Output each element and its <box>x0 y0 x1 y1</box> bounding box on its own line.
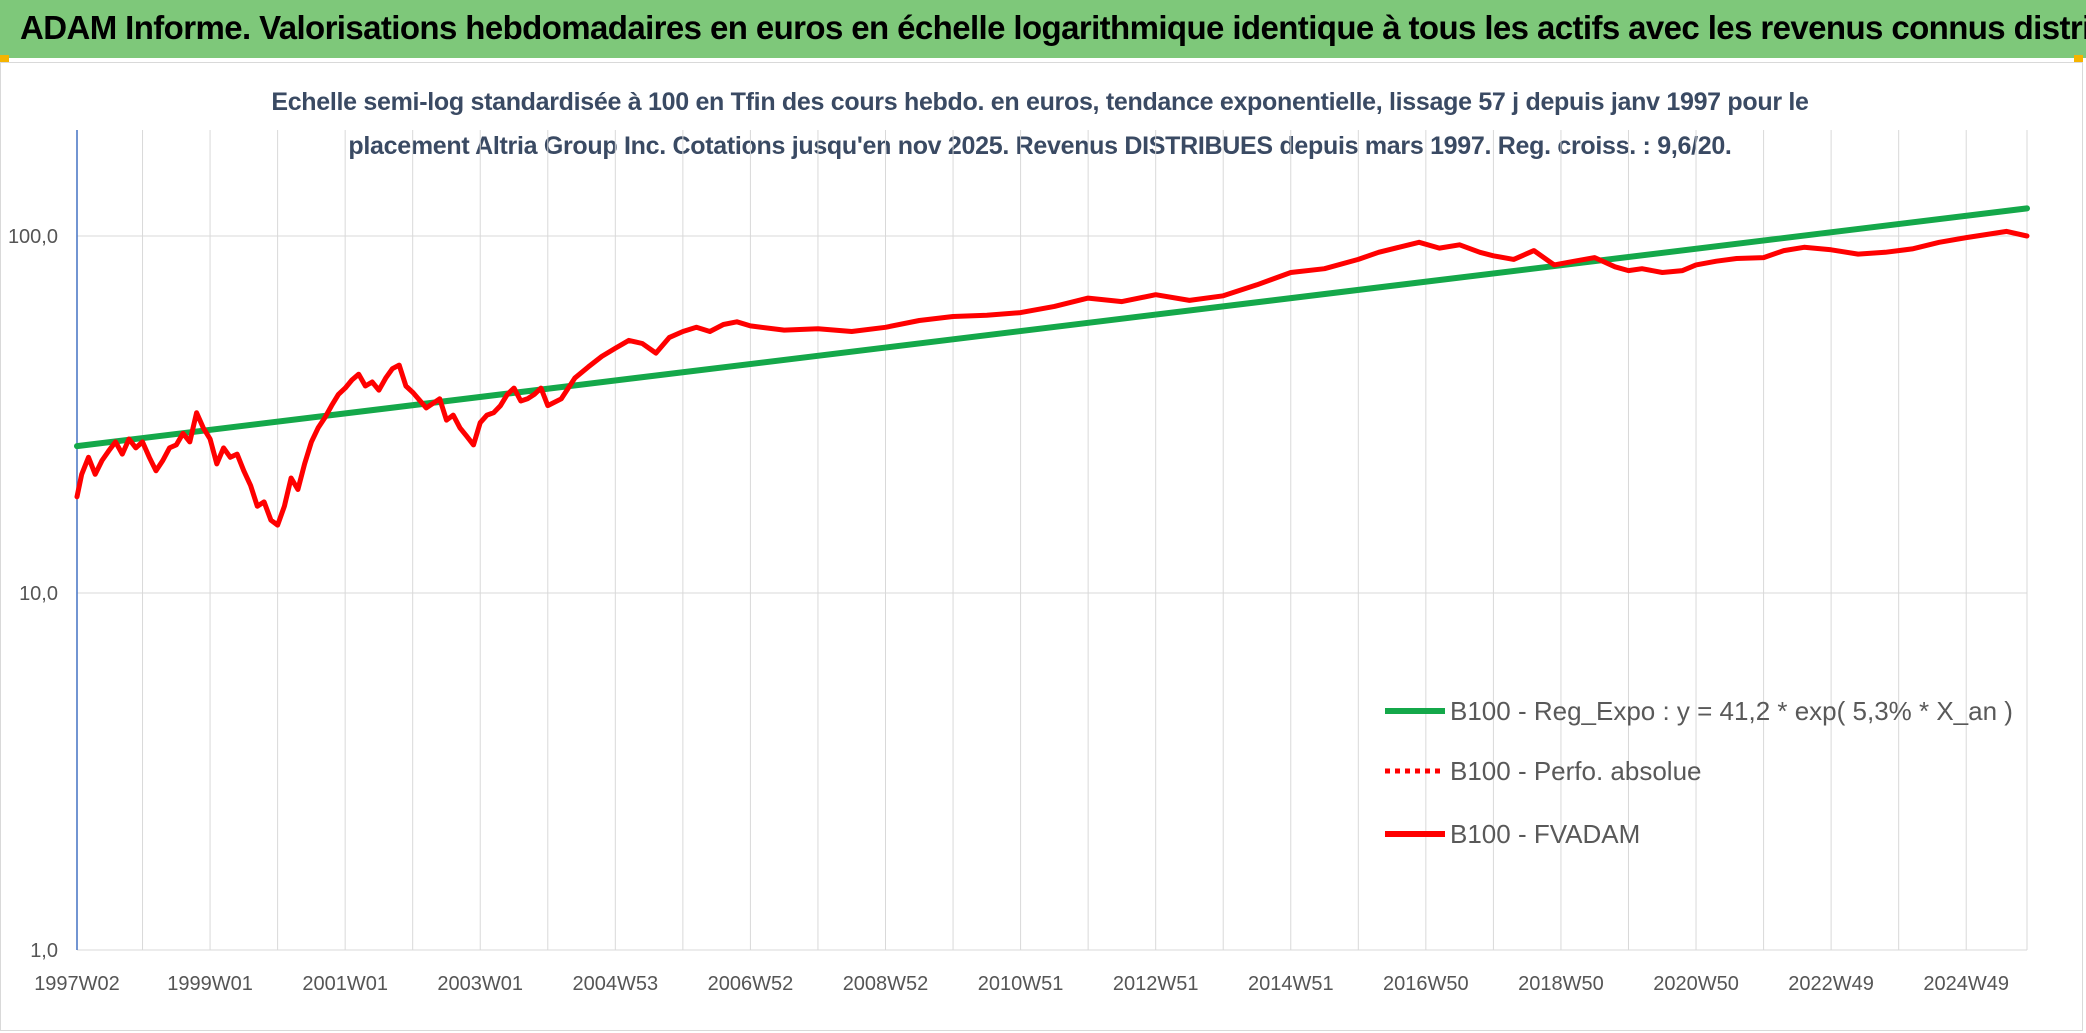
chart-frame <box>0 62 2083 1031</box>
y-axis: 100,0 10,0 1,0 <box>8 130 78 962</box>
series-line-2 <box>74 228 2030 528</box>
x-tick-label: 2022W49 <box>1788 973 1874 995</box>
x-tick-label: 2020W50 <box>1653 973 1739 995</box>
grid-lines <box>77 130 2028 951</box>
series-line-0 <box>74 205 2030 450</box>
x-tick-label: 2010W51 <box>978 973 1064 995</box>
chart-title-line-2: placement Altria Group Inc. Cotations ju… <box>348 132 1732 160</box>
y-tick-label: 10,0 <box>19 583 58 605</box>
x-tick-label: 2012W51 <box>1113 973 1199 995</box>
x-tick-label: 2014W51 <box>1248 973 1334 995</box>
x-tick-label: 2008W52 <box>843 973 929 995</box>
y-tick-label: 100,0 <box>8 226 58 248</box>
page-title: ADAM Informe. Valorisations hebdomadaire… <box>20 9 2086 46</box>
legend-label-1: B100 - Perfo. absolue <box>1450 756 1702 786</box>
x-tick-label: 1999W01 <box>167 973 253 995</box>
legend-label-2: B100 - FVADAM <box>1450 819 1640 849</box>
x-tick-label: 2016W50 <box>1383 973 1469 995</box>
header-band <box>0 0 2086 58</box>
x-tick-label: 2006W52 <box>708 973 794 995</box>
x-tick-label: 1997W02 <box>34 973 120 995</box>
corner-marker-left <box>0 55 9 67</box>
series-layer <box>74 205 2030 528</box>
x-tick-label: 2024W49 <box>1923 973 2009 995</box>
corner-marker-right <box>2074 55 2083 67</box>
legend: B100 - Reg_Expo : y = 41,2 * exp( 5,3% *… <box>1385 696 2013 849</box>
y-tick-label: 1,0 <box>30 940 58 962</box>
x-tick-label: 2004W53 <box>573 973 659 995</box>
chart-title-line-1: Echelle semi-log standardisée à 100 en T… <box>271 88 1809 116</box>
x-tick-label: 2018W50 <box>1518 973 1604 995</box>
legend-label-0: B100 - Reg_Expo : y = 41,2 * exp( 5,3% *… <box>1450 696 2013 726</box>
x-axis: 1997W02 1999W01 2001W01 2003W01 2004W53 2006W… <box>34 973 2009 995</box>
x-tick-label: 2003W01 <box>437 973 523 995</box>
x-tick-label: 2001W01 <box>302 973 388 995</box>
